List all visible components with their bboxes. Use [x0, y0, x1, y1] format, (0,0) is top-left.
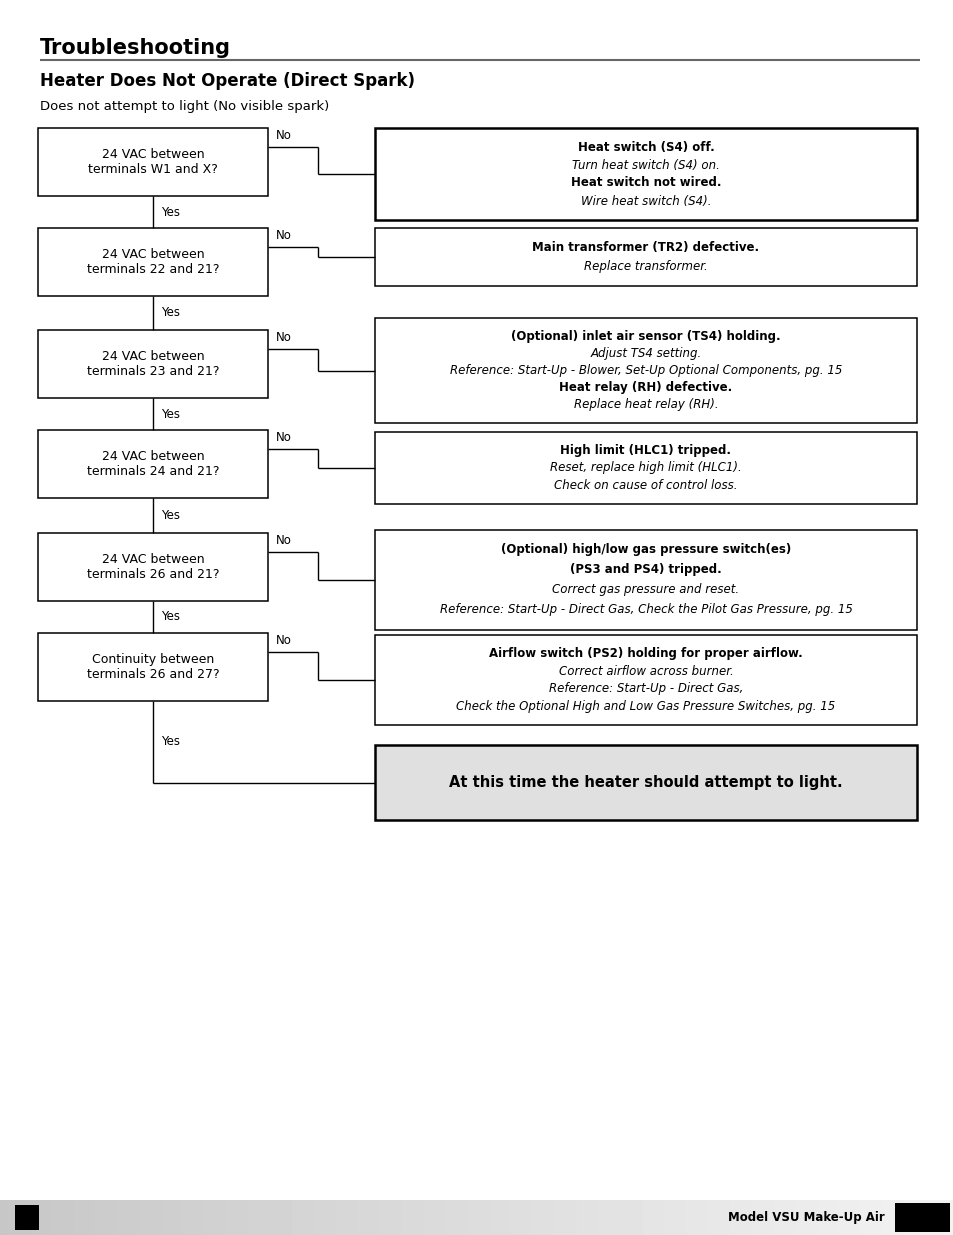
Text: Reference: Start-Up - Direct Gas,: Reference: Start-Up - Direct Gas, — [548, 682, 742, 695]
Text: 24 VAC between
terminals 26 and 21?: 24 VAC between terminals 26 and 21? — [87, 553, 219, 580]
Text: Continuity between
terminals 26 and 27?: Continuity between terminals 26 and 27? — [87, 653, 219, 680]
Text: Yes: Yes — [161, 610, 180, 624]
Text: Reference: Start-Up - Blower, Set-Up Optional Components, pg. 15: Reference: Start-Up - Blower, Set-Up Opt… — [450, 364, 841, 377]
Text: High limit (HLC1) tripped.: High limit (HLC1) tripped. — [560, 445, 731, 457]
FancyBboxPatch shape — [375, 745, 916, 820]
Text: Reference: Start-Up - Direct Gas, Check the Pilot Gas Pressure, pg. 15: Reference: Start-Up - Direct Gas, Check … — [439, 604, 852, 616]
FancyBboxPatch shape — [38, 634, 268, 701]
Text: Troubleshooting: Troubleshooting — [40, 38, 231, 58]
Text: Turn heat switch (S4) on.: Turn heat switch (S4) on. — [572, 158, 720, 172]
Text: Adjust TS4 setting.: Adjust TS4 setting. — [590, 347, 700, 359]
Text: Yes: Yes — [161, 735, 180, 748]
Text: No: No — [275, 331, 292, 345]
FancyBboxPatch shape — [375, 228, 916, 287]
Text: Heat relay (RH) defective.: Heat relay (RH) defective. — [558, 382, 732, 394]
Text: Yes: Yes — [161, 509, 180, 522]
Text: Wire heat switch (S4).: Wire heat switch (S4). — [580, 194, 711, 207]
FancyBboxPatch shape — [38, 534, 268, 601]
FancyBboxPatch shape — [375, 635, 916, 725]
Text: (Optional) inlet air sensor (TS4) holding.: (Optional) inlet air sensor (TS4) holdin… — [511, 330, 780, 343]
Text: No: No — [275, 431, 292, 445]
Text: Yes: Yes — [161, 306, 180, 320]
FancyBboxPatch shape — [375, 432, 916, 504]
Text: Check on cause of control loss.: Check on cause of control loss. — [554, 479, 737, 492]
FancyBboxPatch shape — [38, 430, 268, 498]
Text: No: No — [275, 128, 292, 142]
Text: Heat switch (S4) off.: Heat switch (S4) off. — [577, 141, 714, 153]
Text: 24 VAC between
terminals 24 and 21?: 24 VAC between terminals 24 and 21? — [87, 450, 219, 478]
Text: Main transformer (TR2) defective.: Main transformer (TR2) defective. — [532, 241, 759, 254]
Text: Check the Optional High and Low Gas Pressure Switches, pg. 15: Check the Optional High and Low Gas Pres… — [456, 700, 835, 713]
Text: (Optional) high/low gas pressure switch(es): (Optional) high/low gas pressure switch(… — [500, 543, 790, 557]
Text: F: F — [23, 1213, 30, 1223]
Text: Heater Does Not Operate (Direct Spark): Heater Does Not Operate (Direct Spark) — [40, 72, 415, 90]
Text: No: No — [275, 634, 292, 647]
Text: Replace heat relay (RH).: Replace heat relay (RH). — [573, 398, 718, 411]
Text: No: No — [275, 228, 292, 242]
Text: Does not attempt to light (No visible spark): Does not attempt to light (No visible sp… — [40, 100, 329, 112]
Text: 24 VAC between
terminals W1 and X?: 24 VAC between terminals W1 and X? — [88, 148, 217, 177]
FancyBboxPatch shape — [38, 228, 268, 296]
Text: Yes: Yes — [161, 205, 180, 219]
FancyBboxPatch shape — [375, 530, 916, 630]
Text: 24 VAC between
terminals 23 and 21?: 24 VAC between terminals 23 and 21? — [87, 350, 219, 378]
Text: Heat switch not wired.: Heat switch not wired. — [570, 177, 720, 189]
FancyBboxPatch shape — [38, 128, 268, 196]
FancyBboxPatch shape — [38, 330, 268, 398]
Text: 29: 29 — [912, 1212, 930, 1224]
Text: At this time the heater should attempt to light.: At this time the heater should attempt t… — [449, 776, 841, 790]
Text: Correct airflow across burner.: Correct airflow across burner. — [558, 664, 733, 678]
Text: Airflow switch (PS2) holding for proper airflow.: Airflow switch (PS2) holding for proper … — [489, 647, 802, 661]
Text: Correct gas pressure and reset.: Correct gas pressure and reset. — [552, 583, 739, 597]
Text: No: No — [275, 534, 292, 547]
Text: 24 VAC between
terminals 22 and 21?: 24 VAC between terminals 22 and 21? — [87, 248, 219, 275]
FancyBboxPatch shape — [375, 317, 916, 424]
Text: Yes: Yes — [161, 408, 180, 420]
FancyBboxPatch shape — [15, 1205, 39, 1230]
Text: Reset, replace high limit (HLC1).: Reset, replace high limit (HLC1). — [550, 462, 741, 474]
FancyBboxPatch shape — [894, 1203, 949, 1233]
Text: Model VSU Make-Up Air: Model VSU Make-Up Air — [727, 1212, 884, 1224]
Text: (PS3 and PS4) tripped.: (PS3 and PS4) tripped. — [570, 563, 721, 577]
Text: Replace transformer.: Replace transformer. — [583, 261, 707, 273]
FancyBboxPatch shape — [375, 128, 916, 220]
